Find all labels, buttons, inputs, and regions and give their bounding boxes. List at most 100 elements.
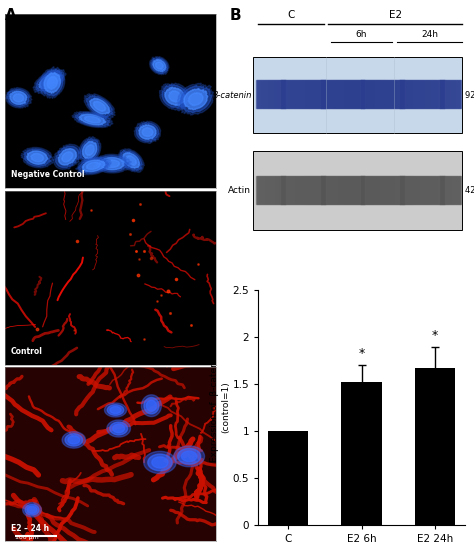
Polygon shape <box>178 83 214 115</box>
Text: 6h: 6h <box>356 30 367 40</box>
Text: β-catenin: β-catenin <box>212 91 251 100</box>
Polygon shape <box>90 98 110 114</box>
Polygon shape <box>118 149 145 172</box>
Polygon shape <box>36 71 64 92</box>
Polygon shape <box>95 156 129 171</box>
Polygon shape <box>33 69 66 93</box>
Polygon shape <box>104 160 119 167</box>
Polygon shape <box>144 451 176 474</box>
Polygon shape <box>126 156 137 165</box>
Polygon shape <box>120 151 142 171</box>
Polygon shape <box>107 405 124 415</box>
Bar <box>254 57 462 133</box>
Polygon shape <box>42 69 63 95</box>
Polygon shape <box>165 87 185 105</box>
Polygon shape <box>65 434 82 446</box>
Text: E2: E2 <box>389 10 402 20</box>
Bar <box>254 151 462 230</box>
Polygon shape <box>75 157 111 175</box>
Text: E2 – 24 h: E2 – 24 h <box>11 523 49 532</box>
Polygon shape <box>40 66 65 99</box>
Polygon shape <box>85 145 94 156</box>
Polygon shape <box>79 114 106 125</box>
Polygon shape <box>39 73 60 89</box>
Polygon shape <box>123 152 140 169</box>
Polygon shape <box>43 76 56 86</box>
Polygon shape <box>78 158 109 174</box>
Bar <box>415 368 456 525</box>
Polygon shape <box>93 102 106 111</box>
Polygon shape <box>7 89 29 107</box>
Polygon shape <box>151 58 168 74</box>
Polygon shape <box>13 94 24 102</box>
Polygon shape <box>184 89 208 110</box>
Polygon shape <box>142 128 153 137</box>
Polygon shape <box>86 95 113 117</box>
Polygon shape <box>75 113 110 127</box>
Text: C: C <box>287 10 295 20</box>
Polygon shape <box>139 125 156 140</box>
Polygon shape <box>110 406 121 413</box>
Text: Negative Control: Negative Control <box>11 170 84 179</box>
Text: Control: Control <box>11 347 43 356</box>
Polygon shape <box>107 420 130 437</box>
Polygon shape <box>5 88 32 108</box>
Text: *: * <box>432 329 438 341</box>
Polygon shape <box>141 395 161 417</box>
Polygon shape <box>79 137 101 163</box>
Polygon shape <box>23 503 41 517</box>
Polygon shape <box>174 446 205 467</box>
Polygon shape <box>153 60 166 71</box>
Polygon shape <box>44 73 60 93</box>
Polygon shape <box>68 436 80 444</box>
Polygon shape <box>72 112 113 128</box>
Polygon shape <box>188 93 203 105</box>
Polygon shape <box>9 92 27 104</box>
Polygon shape <box>80 139 99 162</box>
Polygon shape <box>31 153 44 162</box>
Text: B: B <box>230 8 242 23</box>
Polygon shape <box>25 504 39 515</box>
Polygon shape <box>47 76 57 89</box>
Text: 92 kDa: 92 kDa <box>465 91 474 100</box>
Polygon shape <box>149 56 169 75</box>
Polygon shape <box>53 145 82 170</box>
Polygon shape <box>82 160 105 171</box>
Polygon shape <box>24 149 51 166</box>
Polygon shape <box>134 121 161 143</box>
Polygon shape <box>84 116 100 123</box>
Polygon shape <box>148 454 172 471</box>
Polygon shape <box>62 152 73 162</box>
Polygon shape <box>27 151 48 164</box>
Polygon shape <box>180 85 211 113</box>
Polygon shape <box>160 83 190 110</box>
Polygon shape <box>100 157 124 170</box>
Polygon shape <box>27 506 36 513</box>
Polygon shape <box>137 123 159 142</box>
Text: *: * <box>358 347 365 359</box>
Polygon shape <box>152 457 168 468</box>
Polygon shape <box>58 148 76 165</box>
Text: 42 kDa: 42 kDa <box>465 186 474 195</box>
Text: 24h: 24h <box>421 30 438 40</box>
Polygon shape <box>182 451 197 461</box>
Bar <box>341 382 382 525</box>
Polygon shape <box>169 91 181 102</box>
Polygon shape <box>146 400 156 411</box>
Polygon shape <box>84 94 115 119</box>
Polygon shape <box>113 424 125 433</box>
Polygon shape <box>104 403 127 417</box>
Text: 100 μm: 100 μm <box>15 535 39 540</box>
Text: Actin: Actin <box>228 186 251 195</box>
Polygon shape <box>82 141 97 159</box>
Polygon shape <box>110 422 128 435</box>
Polygon shape <box>155 62 163 69</box>
Polygon shape <box>55 146 79 167</box>
Text: A: A <box>5 8 17 23</box>
Polygon shape <box>86 162 100 170</box>
Polygon shape <box>62 432 86 448</box>
Polygon shape <box>162 85 188 108</box>
Polygon shape <box>93 155 131 173</box>
Polygon shape <box>144 397 159 414</box>
Bar <box>268 431 308 525</box>
